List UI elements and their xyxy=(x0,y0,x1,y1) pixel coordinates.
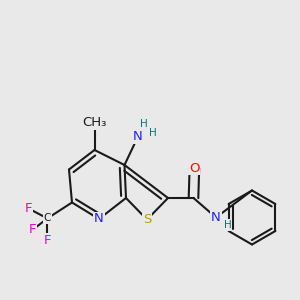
Text: N: N xyxy=(211,211,221,224)
Text: H: H xyxy=(148,128,156,139)
Text: N: N xyxy=(94,212,104,226)
Text: O: O xyxy=(189,161,200,175)
Text: F: F xyxy=(44,234,51,247)
Text: CH₃: CH₃ xyxy=(82,116,107,130)
Text: F: F xyxy=(25,202,32,215)
Text: C: C xyxy=(44,213,51,224)
Text: N: N xyxy=(133,130,143,143)
Text: S: S xyxy=(143,213,151,226)
Text: H: H xyxy=(224,220,232,230)
Text: H: H xyxy=(140,119,148,130)
Text: F: F xyxy=(29,223,37,236)
